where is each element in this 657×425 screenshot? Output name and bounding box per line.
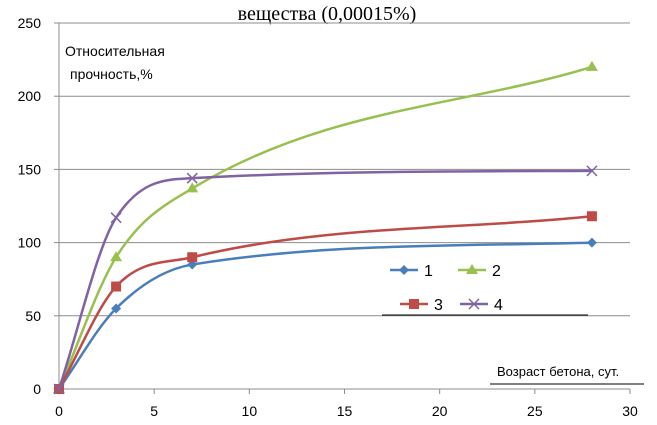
data-point-2 [585, 60, 598, 71]
series-4 [53, 165, 598, 395]
x-tick-label: 20 [432, 403, 448, 419]
x-tick-label: 25 [527, 403, 543, 419]
axis-labels: Относительная прочность,% Возраст бетона… [65, 43, 644, 385]
data-point-3 [586, 211, 597, 222]
marker-x-stroke [110, 212, 122, 224]
data-point-2 [186, 182, 199, 193]
legend-label: 2 [492, 263, 501, 280]
y-tick-label: 0 [33, 381, 41, 397]
legend-marker [468, 298, 480, 310]
legend-marker [409, 299, 419, 309]
data-point-1 [586, 237, 597, 248]
x-tick-label: 10 [242, 403, 258, 419]
data-point-4 [110, 212, 122, 224]
marker-x-stroke [468, 298, 480, 310]
data-point-3 [187, 252, 198, 263]
legend-label: 1 [424, 263, 433, 280]
data-point-4 [186, 172, 198, 184]
legend-item-2: 2 [458, 263, 501, 280]
y-axis-label-line2: прочность,% [70, 66, 153, 82]
x-axis-label: Возраст бетона, сут. [497, 364, 619, 379]
x-tick-label: 5 [150, 403, 158, 419]
data-point-3 [111, 281, 122, 292]
legend-item-3: 3 [400, 297, 443, 314]
chart-title: вещества (0,00015%) [238, 3, 417, 25]
y-tick-labels: 0 50 100 150 200 250 [18, 15, 42, 397]
legend-item-4: 4 [460, 297, 503, 314]
data-point-2 [110, 251, 123, 262]
data-point-1 [111, 303, 122, 314]
series-line-2 [57, 65, 593, 390]
legend-item-1: 1 [390, 263, 433, 280]
y-tick-label: 150 [18, 161, 42, 177]
marker-x-stroke [186, 172, 198, 184]
grid-lines [59, 22, 630, 317]
x-tick-label: 30 [622, 403, 638, 419]
y-axis-label-line1: Относительная [65, 43, 165, 59]
y-tick-label: 50 [25, 308, 41, 324]
series-group [53, 60, 598, 395]
x-tick-label: 0 [55, 403, 63, 419]
legend-marker [466, 264, 478, 274]
legend: 1 2 3 4 [382, 263, 588, 316]
y-tick-label: 200 [18, 88, 42, 104]
legend-marker [399, 265, 409, 275]
data-point-4 [586, 165, 598, 177]
data-point-4 [53, 383, 65, 395]
marker-x-stroke [586, 165, 598, 177]
series-line-4 [57, 169, 592, 390]
legend-label: 3 [434, 297, 443, 314]
x-tick-labels: 0 5 10 15 20 25 30 [55, 403, 638, 419]
x-tick-label: 15 [337, 403, 353, 419]
series-2 [53, 60, 598, 393]
marker-x-stroke [53, 383, 65, 395]
legend-label: 4 [494, 297, 503, 314]
y-tick-label: 250 [18, 15, 42, 31]
y-tick-label: 100 [18, 235, 42, 251]
